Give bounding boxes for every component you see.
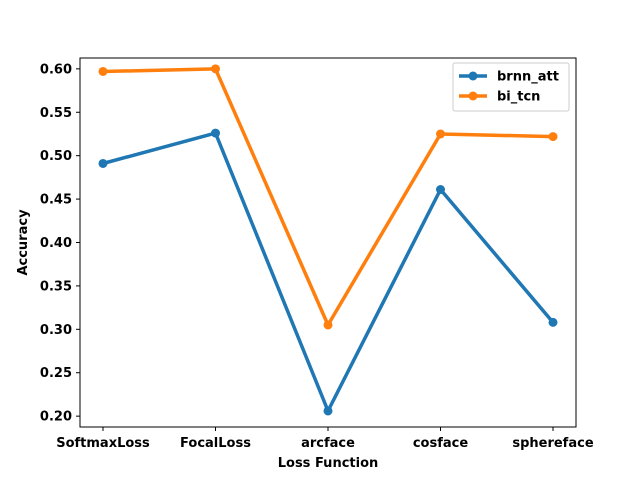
x-axis-ticks: SoftmaxLoss FocalLoss arcface cosface sphere… xyxy=(56,427,594,451)
x-tick-label: cosface xyxy=(413,436,469,451)
legend-items: brnn_att bi_tcn xyxy=(459,70,559,105)
x-axis-label: Loss Function xyxy=(278,456,379,471)
plot-area-frame xyxy=(79,57,577,428)
legend-label-brnn_att: brnn_att xyxy=(497,70,559,85)
y-tick-label: 0.45 xyxy=(40,193,72,208)
y-tick-label: 0.25 xyxy=(40,366,72,381)
y-axis-label: Accuracy xyxy=(16,209,31,276)
series-layer xyxy=(98,64,558,416)
legend: brnn_att bi_tcn xyxy=(452,62,570,112)
x-tick-label: sphereface xyxy=(512,436,593,451)
x-tick-label: arcface xyxy=(301,436,355,451)
y-tick-label: 0.60 xyxy=(40,62,72,77)
y-tick-label: 0.50 xyxy=(40,149,72,164)
y-tick-label: 0.20 xyxy=(40,410,72,425)
legend-label-bi_tcn: bi_tcn xyxy=(497,90,540,105)
data-point-brnn_att xyxy=(436,185,445,195)
data-point-bi_tcn xyxy=(98,66,108,76)
y-tick-label: 0.30 xyxy=(40,323,72,338)
data-point-bi_tcn xyxy=(323,320,333,330)
data-point-bi_tcn xyxy=(436,129,445,139)
data-point-brnn_att xyxy=(323,406,333,416)
legend-marker-bi_tcn xyxy=(468,91,478,101)
data-point-brnn_att xyxy=(211,128,220,138)
data-point-bi_tcn xyxy=(211,64,220,74)
y-tick-label: 0.55 xyxy=(40,106,72,121)
y-tick-label: 0.40 xyxy=(40,236,72,251)
y-tick-label: 0.35 xyxy=(40,279,72,294)
y-axis-ticks: 0.20 0.25 0.30 0.35 0.40 0.45 0.50 0.55 0.60 xyxy=(40,62,80,425)
legend-marker-brnn_att xyxy=(468,71,478,81)
data-point-bi_tcn xyxy=(548,132,558,142)
data-point-brnn_att xyxy=(98,158,108,168)
data-point-brnn_att xyxy=(548,317,558,327)
x-tick-label: FocalLoss xyxy=(180,436,251,451)
x-tick-label: SoftmaxLoss xyxy=(56,436,150,451)
